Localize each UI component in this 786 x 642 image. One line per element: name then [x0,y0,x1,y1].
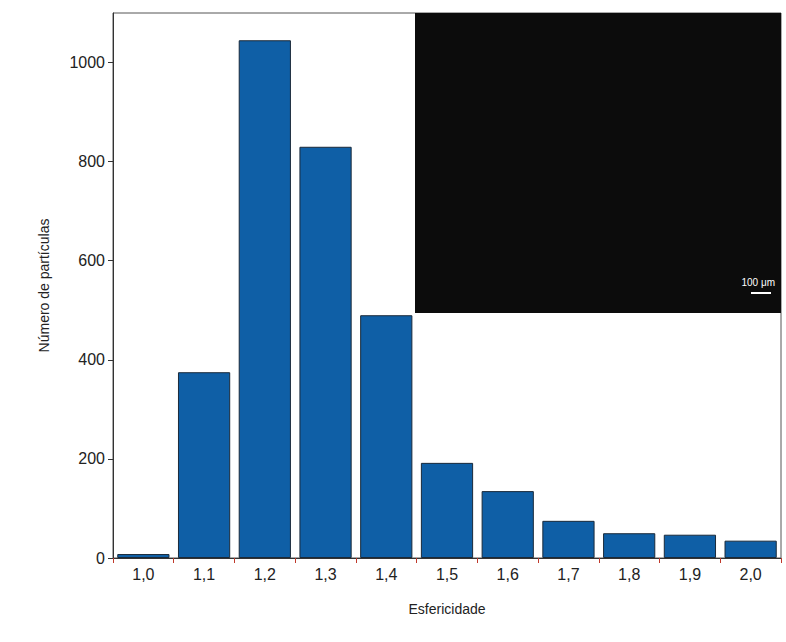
svg-text:1,9: 1,9 [679,566,701,583]
svg-text:1000: 1000 [69,54,105,71]
svg-text:Esfericidade: Esfericidade [408,601,485,617]
svg-text:1,7: 1,7 [557,566,579,583]
svg-text:1,6: 1,6 [497,566,519,583]
svg-text:100 μm: 100 μm [741,277,775,288]
svg-text:1,1: 1,1 [193,566,215,583]
svg-text:Número de partículas: Número de partículas [36,219,52,353]
svg-text:200: 200 [78,450,105,467]
svg-text:1,5: 1,5 [436,566,458,583]
svg-text:1,0: 1,0 [132,566,154,583]
svg-text:1,4: 1,4 [375,566,397,583]
svg-text:0: 0 [96,550,105,567]
svg-text:400: 400 [78,351,105,368]
svg-text:2,0: 2,0 [740,566,762,583]
svg-text:1,3: 1,3 [314,566,336,583]
svg-text:1,8: 1,8 [618,566,640,583]
svg-text:1,2: 1,2 [254,566,276,583]
svg-text:800: 800 [78,153,105,170]
svg-text:600: 600 [78,252,105,269]
